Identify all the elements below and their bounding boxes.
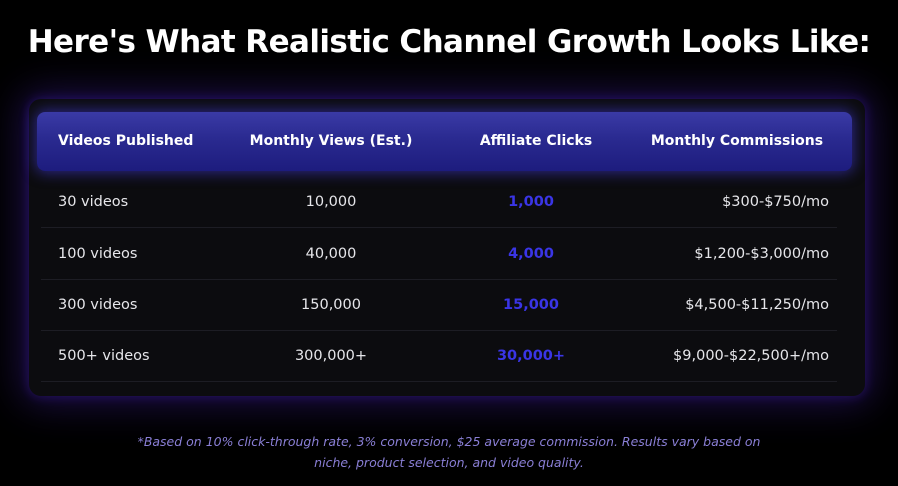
table-row: 500+ videos 300,000+ 30,000+ $9,000-$22,…	[41, 331, 837, 382]
clicks-cell: 15,000	[503, 297, 559, 313]
header-videos-published: Videos Published	[58, 133, 194, 149]
table-row: 300 videos 150,000 15,000 $4,500-$11,250…	[41, 280, 837, 331]
videos-cell: 500+ videos	[58, 348, 150, 364]
videos-cell: 300 videos	[58, 297, 138, 313]
commissions-cell: $9,000-$22,500+/mo	[673, 348, 829, 364]
commissions-cell: $4,500-$11,250/mo	[685, 297, 829, 313]
header-monthly-commissions: Monthly Commissions	[650, 133, 824, 149]
commissions-cell: $300-$750/mo	[722, 194, 829, 210]
header-monthly-views: Monthly Views (Est.)	[249, 133, 413, 149]
table-header: Videos Published Monthly Views (Est.) Af…	[37, 112, 852, 171]
views-cell: 300,000+	[294, 348, 368, 364]
clicks-cell: 30,000+	[496, 348, 566, 364]
table-row: 100 videos 40,000 4,000 $1,200-$3,000/mo	[41, 229, 837, 280]
views-cell: 150,000	[301, 297, 361, 313]
commissions-cell: $1,200-$3,000/mo	[694, 246, 829, 262]
clicks-cell: 1,000	[508, 194, 554, 210]
views-cell: 40,000	[305, 246, 357, 262]
header-affiliate-clicks: Affiliate Clicks	[479, 133, 593, 149]
footnote-line-1: *Based on 10% click-through rate, 3% con…	[137, 434, 761, 449]
footnote-line-2: niche, product selection, and video qual…	[314, 455, 584, 470]
page-title: Here's What Realistic Channel Growth Loo…	[27, 24, 871, 60]
footnote: *Based on 10% click-through rate, 3% con…	[0, 431, 898, 473]
views-cell: 10,000	[305, 194, 357, 210]
table-row: 30 videos 10,000 1,000 $300-$750/mo	[41, 177, 837, 228]
videos-cell: 100 videos	[58, 246, 138, 262]
videos-cell: 30 videos	[58, 194, 129, 210]
clicks-cell: 4,000	[508, 246, 554, 262]
